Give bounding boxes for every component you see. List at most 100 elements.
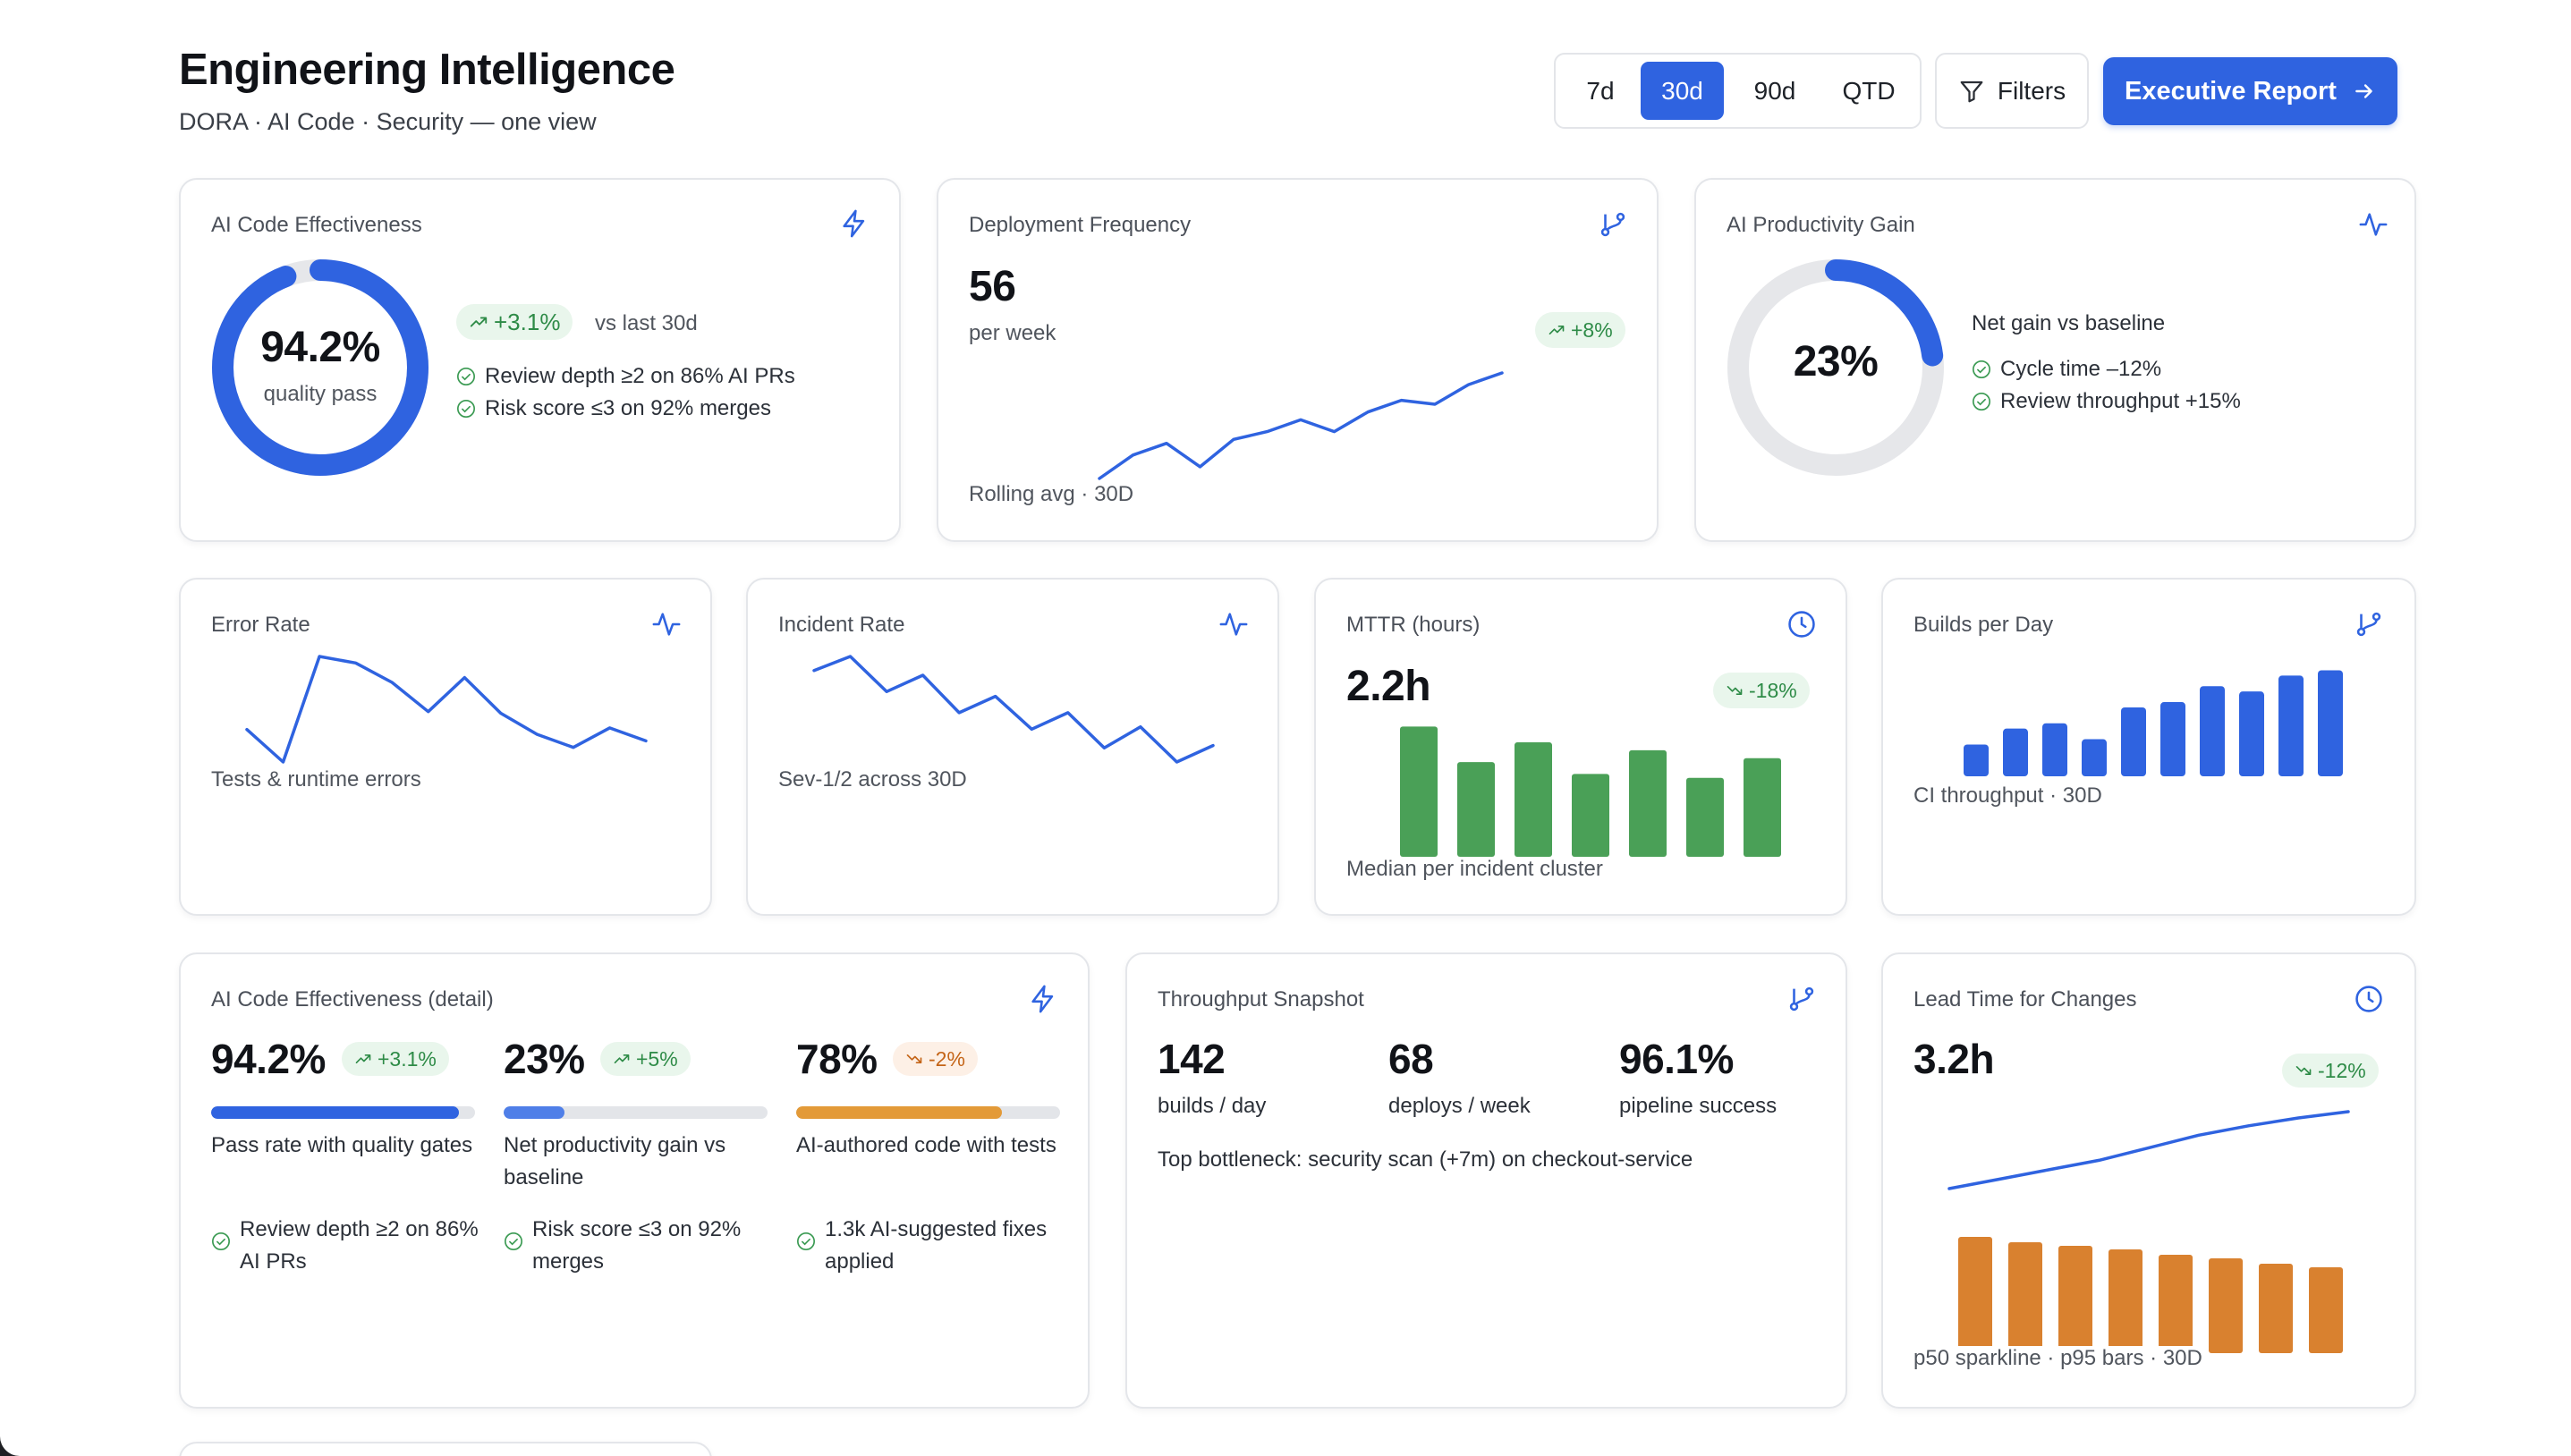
- card-footer: Tests & runtime errors: [211, 767, 421, 791]
- ai-code-detail-card: AI Code Effectiveness (detail) 94.2% +3.…: [179, 952, 1090, 1409]
- check-item: 1.3k AI-suggested fixes applied: [796, 1214, 1051, 1278]
- card-label: AI Code Effectiveness (detail): [211, 987, 494, 1012]
- build-bar: [2200, 686, 2225, 776]
- clock-icon: [1788, 611, 1815, 638]
- delta-value: -18%: [1749, 678, 1797, 702]
- p95-bar: [2058, 1246, 2092, 1353]
- detail-description: AI-authored code with tests: [796, 1133, 1056, 1157]
- range-90d-button[interactable]: 90d: [1753, 76, 1796, 105]
- card-label: Incident Rate: [778, 613, 905, 637]
- builds-bar-chart: [1964, 670, 2343, 776]
- donut-progress-arc: [212, 259, 428, 476]
- delta-badge: +3.1%: [342, 1042, 449, 1076]
- delta-value: +3.1%: [378, 1046, 437, 1071]
- error-spark-line: [245, 655, 648, 764]
- builds-per-day-card: Builds per Day CI throughput · 30D: [1881, 578, 2416, 916]
- ai-productivity-gain-card: AI Productivity Gain 23% Net gain vs bas…: [1694, 178, 2416, 542]
- incident-spark-line: [812, 655, 1215, 764]
- p95-bar: [2209, 1258, 2243, 1353]
- check-circle-icon: [797, 1232, 815, 1250]
- executive-report-label: Executive Report: [2125, 76, 2337, 106]
- card-label: Throughput Snapshot: [1158, 987, 1364, 1012]
- detail-progress-bar: [504, 1106, 768, 1119]
- deploy-frequency-value: 56: [969, 263, 1016, 310]
- build-bar: [2082, 739, 2107, 776]
- delta-badge: -12%: [2282, 1054, 2379, 1088]
- delta-value: +8%: [1571, 317, 1613, 342]
- incident-rate-sparkline: [812, 655, 1215, 764]
- mttr-bar: [1400, 726, 1438, 857]
- card-footer: Rolling avg · 30D: [969, 482, 1134, 506]
- executive-report-button[interactable]: Executive Report: [2103, 57, 2397, 125]
- page-title: Engineering Intelligence: [179, 46, 675, 94]
- mttr-bar: [1686, 777, 1724, 857]
- filters-button[interactable]: Filters: [1935, 53, 2089, 129]
- detail-metric-value: 94.2%: [211, 1036, 326, 1082]
- mttr-card: MTTR (hours) 2.2h -18% Median per incide…: [1314, 578, 1847, 916]
- check-text: Risk score ≤3 on 92% merges: [485, 396, 771, 420]
- quality-pass-value: 94.2%: [260, 324, 380, 371]
- card-label: AI Productivity Gain: [1727, 213, 1915, 237]
- check-circle-icon: [1973, 360, 1990, 378]
- git-branch-icon: [2356, 612, 2381, 637]
- build-bar: [2160, 702, 2185, 776]
- partial-card: [179, 1442, 712, 1456]
- stat-caption: pipeline success: [1619, 1094, 1778, 1118]
- delta-context: vs last 30d: [595, 311, 698, 335]
- p95-bar: [2309, 1267, 2343, 1353]
- range-qtd-button[interactable]: QTD: [1842, 76, 1896, 105]
- card-footer: p50 sparkline · p95 bars · 30D: [1913, 1346, 2208, 1371]
- progress-fill: [796, 1106, 1003, 1119]
- check-item: Cycle time –12%: [1972, 353, 2161, 385]
- check-text: Review depth ≥2 on 86% AI PRs: [240, 1217, 479, 1274]
- delta-badge: +5%: [600, 1042, 691, 1076]
- productivity-heading: Net gain vs baseline: [1972, 311, 2166, 335]
- range-7d-button[interactable]: 7d: [1586, 76, 1615, 105]
- range-30d-button[interactable]: 30d: [1641, 62, 1724, 120]
- bottleneck-note: Top bottleneck: security scan (+7m) on c…: [1158, 1147, 1693, 1172]
- lead-time-card: Lead Time for Changes 3.2h -12% p50 spar…: [1881, 952, 2416, 1409]
- deploys-per-week-value: 68: [1388, 1036, 1434, 1082]
- delta-badge: +8%: [1535, 312, 1625, 348]
- git-branch-icon: [1600, 212, 1625, 237]
- build-bar: [2121, 707, 2146, 776]
- delta-value: +5%: [636, 1046, 678, 1071]
- deploy-frequency-unit: per week: [969, 321, 1056, 345]
- lead-time-chart: [1947, 1110, 2350, 1353]
- card-label: Lead Time for Changes: [1913, 987, 2137, 1012]
- delta-value: -2%: [929, 1046, 965, 1071]
- time-range-selector: 7d 30d 90d QTD: [1554, 53, 1922, 129]
- trend-down-icon: [1727, 686, 1743, 695]
- deployment-sparkline: [1098, 371, 1504, 480]
- delta-value: +3.1%: [494, 308, 561, 335]
- mttr-bar: [1629, 749, 1667, 857]
- check-item: Review throughput +15%: [1972, 385, 2241, 418]
- build-bar: [2003, 728, 2028, 776]
- detail-progress-bar: [796, 1106, 1060, 1119]
- incident-rate-card: Incident Rate Sev-1/2 across 30D: [746, 578, 1279, 916]
- card-label: Error Rate: [211, 613, 310, 637]
- delta-badge: +3.1%: [456, 304, 573, 340]
- card-label: MTTR (hours): [1346, 613, 1481, 637]
- error-rate-card: Error Rate Tests & runtime errors: [179, 578, 712, 916]
- check-item: Review depth ≥2 on 86% AI PRs: [456, 360, 795, 393]
- p50-spark-line: [1947, 1110, 2350, 1190]
- trend-up-icon: [470, 317, 488, 327]
- detail-description: Pass rate with quality gates: [211, 1133, 473, 1157]
- error-rate-sparkline: [245, 655, 648, 764]
- check-text: Review depth ≥2 on 86% AI PRs: [485, 364, 795, 388]
- detail-metric-value: 78%: [796, 1036, 878, 1082]
- filters-label: Filters: [1997, 76, 2066, 105]
- check-circle-icon: [505, 1232, 522, 1250]
- stat-caption: deploys / week: [1388, 1094, 1531, 1118]
- mttr-value: 2.2h: [1346, 663, 1431, 710]
- build-bar: [1964, 744, 1989, 776]
- mttr-bar: [1515, 742, 1552, 857]
- check-text: 1.3k AI-suggested fixes applied: [825, 1217, 1048, 1274]
- card-label: Builds per Day: [1913, 613, 2054, 637]
- trend-down-icon: [2295, 1066, 2312, 1075]
- productivity-gain-donut: [1727, 259, 1944, 476]
- productivity-gain-value: 23%: [1793, 338, 1879, 385]
- activity-icon: [2359, 213, 2388, 236]
